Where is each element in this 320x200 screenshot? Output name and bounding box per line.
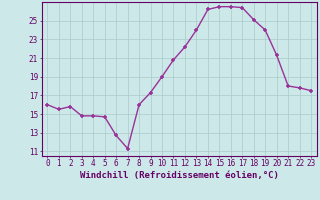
- X-axis label: Windchill (Refroidissement éolien,°C): Windchill (Refroidissement éolien,°C): [80, 171, 279, 180]
